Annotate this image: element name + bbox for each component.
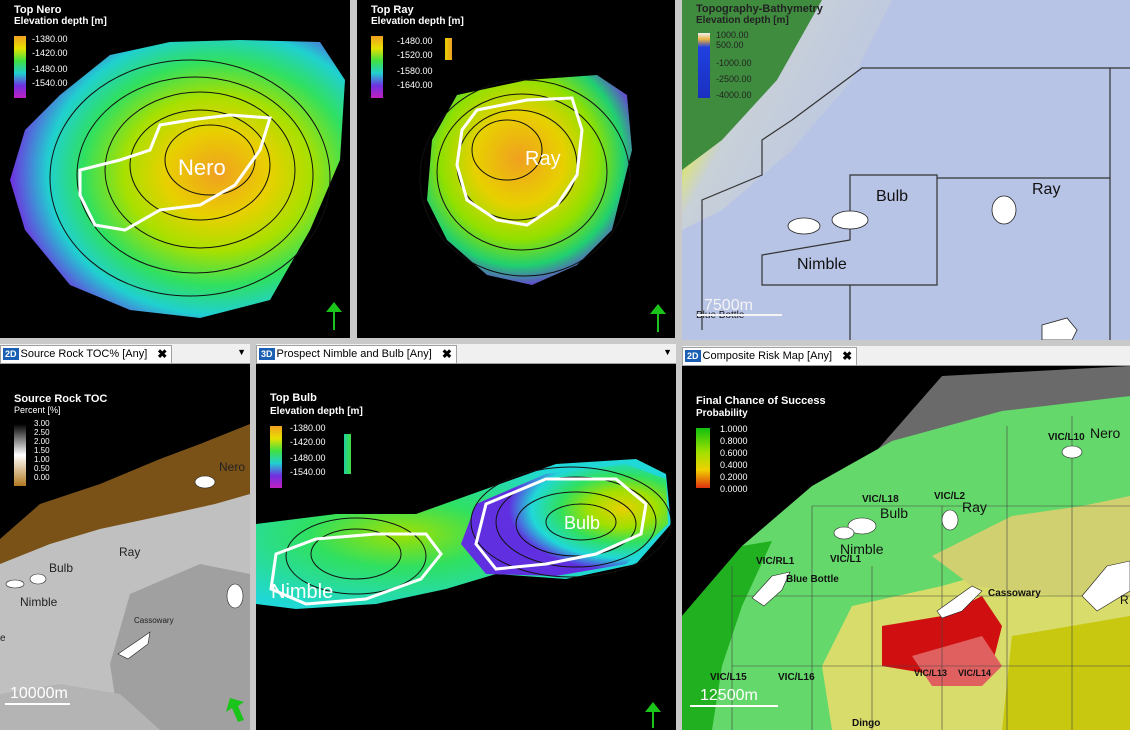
north-arrow-icon — [645, 702, 661, 728]
nero-map-panel[interactable]: Nero Top Nero Elevation depth [m] -1380.… — [0, 0, 350, 338]
north-arrow-icon — [326, 302, 342, 330]
ray-map-canvas: Ray — [419, 75, 666, 332]
risk-scale-label: 12500m — [700, 687, 758, 704]
risk-label-vic-l13: VIC/L13 — [914, 668, 947, 678]
prospect-window-titlebar: 3D Prospect Nimble and Bulb [Any] ✖ ▼ — [256, 344, 676, 364]
north-arrow-icon — [650, 304, 666, 332]
risk-label-nero: Nero — [1090, 425, 1121, 441]
close-icon[interactable]: ✖ — [842, 349, 853, 363]
toc-label-nimble: Nimble — [20, 595, 58, 609]
nero-subtitle: Elevation depth [m] — [14, 16, 107, 27]
nero-title: Top Nero — [14, 4, 62, 16]
topo-label-ray: Ray — [1032, 181, 1060, 198]
2d-badge-icon: 2D — [685, 350, 701, 362]
ray-legend-ticks: -1480.00 -1520.00 -1580.00 -1640.00 — [397, 36, 433, 90]
ray-title: Top Ray — [371, 4, 414, 16]
risk-label-vic-l10: VIC/L10 — [1048, 432, 1085, 443]
ray-legend-bar — [371, 36, 383, 98]
toc-scale-label: 10000m — [10, 685, 68, 702]
topo-map-canvas: Bulb Ray Nimble Blue Bottle 7500m — [682, 0, 1130, 340]
risk-label-vic-l15: VIC/L15 — [710, 672, 747, 683]
ray-histogram — [445, 38, 457, 60]
topo-legend-ticks: 1000.00 500.00 -1000.00 -2500.00 -4000.00 — [716, 30, 752, 100]
tab-source-rock-toc[interactable]: 2D Source Rock TOC% [Any] ✖ — [0, 344, 173, 363]
nero-map-label: Nero — [178, 155, 226, 180]
toc-legend-ticks: 3.00 2.50 2.00 1.50 1.00 0.50 0.00 — [34, 419, 50, 482]
nero-legend-ticks: -1380.00 -1420.00 -1480.00 -1540.00 — [32, 34, 68, 88]
2d-badge-icon: 2D — [3, 348, 19, 360]
prospect-legend-bar — [270, 426, 282, 488]
prospect-window[interactable]: 3D Prospect Nimble and Bulb [Any] ✖ ▼ — [256, 344, 676, 730]
toc-title: Source Rock TOC — [14, 393, 108, 405]
prospect-subtitle: Elevation depth [m] — [270, 406, 363, 417]
tab-title: Composite Risk Map [Any] — [702, 350, 833, 362]
toc-label-e: e — [0, 633, 6, 644]
ray-subtitle: Elevation depth [m] — [371, 16, 464, 27]
risk-label-r: R — [1120, 593, 1129, 607]
north-arrow-icon — [226, 698, 244, 722]
risk-label-bulb: Bulb — [880, 505, 908, 521]
topo-label-bulb: Bulb — [876, 188, 908, 205]
risk-label-vic-l18: VIC/L18 — [862, 494, 899, 505]
risk-label-cassowary: Cassowary — [988, 588, 1041, 599]
risk-label-blue-bottle: Blue Bottle — [786, 574, 839, 585]
prospect-map-canvas: Bulb Nimble — [256, 459, 672, 728]
risk-label-ray: Ray — [962, 499, 987, 515]
tab-title: Prospect Nimble and Bulb [Any] — [276, 348, 432, 360]
chevron-down-icon[interactable]: ▼ — [663, 347, 672, 357]
toc-label-ray: Ray — [119, 545, 140, 559]
chevron-down-icon[interactable]: ▼ — [237, 347, 246, 357]
tab-prospect-nimble-bulb[interactable]: 3D Prospect Nimble and Bulb [Any] ✖ — [256, 344, 457, 363]
ray-map-label: Ray — [525, 148, 561, 170]
tab-title: Source Rock TOC% [Any] — [20, 348, 148, 360]
risk-window-titlebar: 2D Composite Risk Map [Any] ✖ — [682, 346, 1130, 366]
toc-label-nero: Nero — [219, 460, 245, 474]
toc-map-canvas: Nero Ray Bulb Nimble Cassowary e 10000m — [0, 364, 250, 730]
3d-badge-icon: 3D — [259, 348, 275, 360]
risk-map-canvas: VIC/L10 Nero VIC/L18 VIC/L2 Bulb Ray Nim… — [682, 366, 1130, 730]
close-icon[interactable]: ✖ — [157, 347, 168, 361]
risk-label-vic-l2: VIC/L2 — [934, 491, 966, 502]
prospect-label-bulb: Bulb — [564, 513, 600, 533]
toc-label-cassowary: Cassowary — [134, 616, 174, 625]
ray-map-panel[interactable]: Ray Top Ray Elevation depth [m] -1480.00… — [357, 0, 675, 338]
topo-scale-label: 7500m — [704, 297, 753, 314]
risk-legend-bar — [696, 428, 710, 488]
close-icon[interactable]: ✖ — [441, 347, 452, 361]
risk-title: Final Chance of Success — [696, 395, 826, 407]
risk-window[interactable]: 2D Composite Risk Map [Any] ✖ VIC/L10 — [682, 346, 1130, 730]
topo-map-panel[interactable]: Bulb Ray Nimble Blue Bottle 7500m Topogr… — [682, 0, 1130, 340]
risk-label-vic-rl1: VIC/RL1 — [756, 556, 795, 567]
risk-label-nimble: Nimble — [840, 541, 884, 557]
prospect-legend-ticks: -1380.00 -1420.00 -1480.00 -1540.00 — [290, 423, 326, 477]
toc-window[interactable]: 2D Source Rock TOC% [Any] ✖ ▼ Nero Ray B… — [0, 344, 250, 730]
risk-label-dingo: Dingo — [852, 718, 880, 729]
prospect-title: Top Bulb — [270, 392, 317, 404]
prospect-histogram — [344, 434, 356, 474]
risk-label-vic-l14: VIC/L14 — [958, 668, 991, 678]
topo-title: Topography-Bathymetry — [696, 3, 823, 15]
risk-legend-ticks: 1.0000 0.8000 0.6000 0.4000 0.2000 0.0000 — [720, 424, 748, 494]
toc-window-titlebar: 2D Source Rock TOC% [Any] ✖ ▼ — [0, 344, 250, 364]
toc-legend-bar — [14, 424, 26, 486]
topo-label-nimble: Nimble — [797, 256, 847, 273]
topo-subtitle: Elevation depth [m] — [696, 15, 789, 26]
toc-subtitle: Percent [%] — [14, 405, 61, 415]
topo-legend-bar — [698, 33, 710, 98]
tab-composite-risk-map[interactable]: 2D Composite Risk Map [Any] ✖ — [682, 346, 858, 365]
nero-legend-bar — [14, 36, 26, 98]
toc-label-bulb: Bulb — [49, 561, 73, 575]
nero-map-canvas: Nero — [10, 40, 345, 330]
risk-label-vic-l16: VIC/L16 — [778, 672, 815, 683]
risk-label-vic-l1: VIC/L1 — [830, 554, 862, 565]
prospect-label-nimble: Nimble — [271, 581, 333, 603]
risk-subtitle: Probability — [696, 408, 748, 419]
